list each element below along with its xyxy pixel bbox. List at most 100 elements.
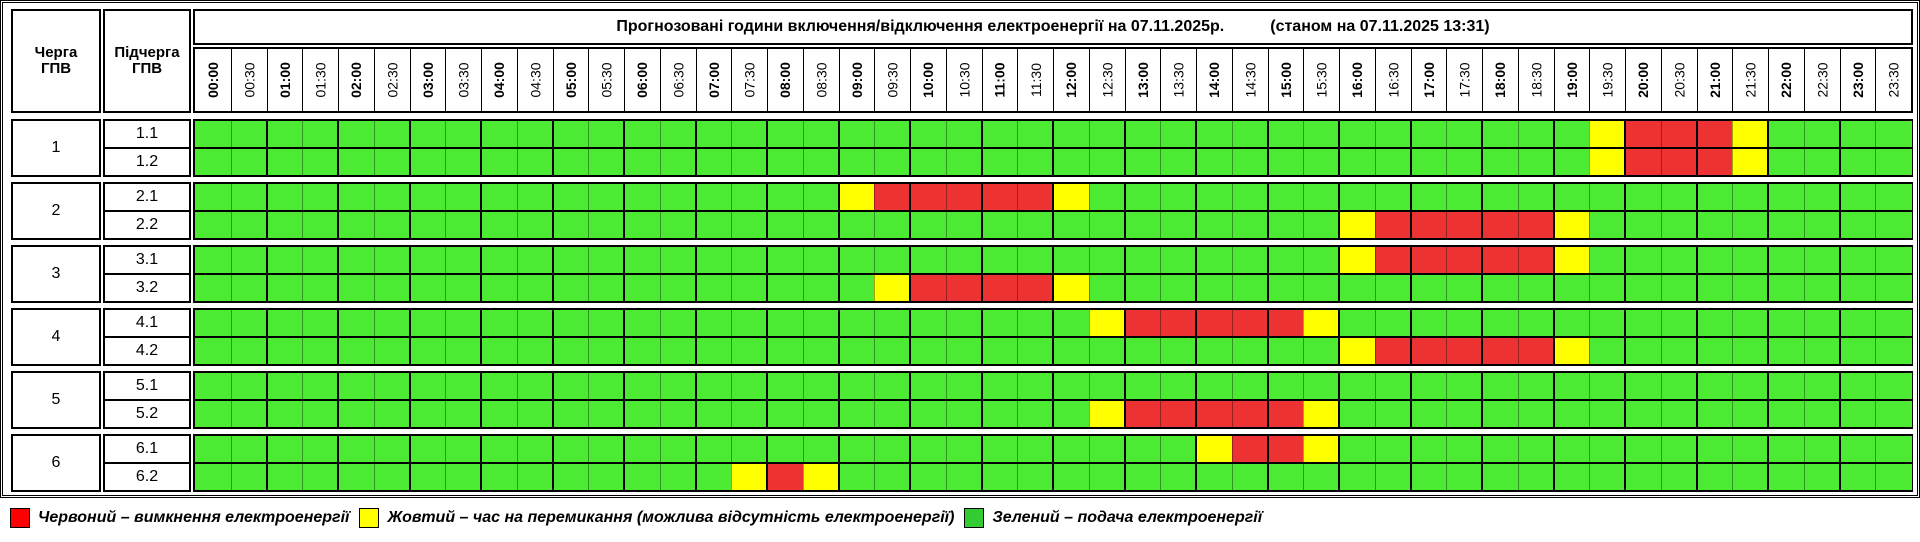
schedule-slot xyxy=(1231,184,1268,210)
schedule-slot xyxy=(1374,149,1411,175)
schedule-slot xyxy=(1839,121,1876,147)
schedule-slot xyxy=(1768,310,1805,336)
grid-line xyxy=(1374,184,1376,238)
grid-line xyxy=(1552,310,1555,364)
grid-line xyxy=(1374,436,1376,490)
grid-line xyxy=(766,373,768,427)
schedule-slot xyxy=(910,184,947,210)
schedule-slot xyxy=(516,436,553,462)
grid-line xyxy=(588,121,590,175)
schedule-slot xyxy=(802,184,839,210)
schedule-slot xyxy=(1482,212,1519,238)
schedule-slot xyxy=(1553,149,1590,175)
schedule-slot xyxy=(409,401,446,427)
schedule-slot xyxy=(1160,149,1197,175)
grid-line xyxy=(373,121,375,175)
schedule-slot xyxy=(266,373,303,399)
schedule-slot xyxy=(1768,149,1805,175)
schedule-slot xyxy=(1339,149,1376,175)
schedule-slot xyxy=(1088,436,1125,462)
time-label: 23:30 xyxy=(1885,62,1902,98)
schedule-slot xyxy=(481,310,518,336)
schedule-slot xyxy=(516,310,553,336)
schedule-slot xyxy=(1696,149,1733,175)
schedule-slot xyxy=(1839,275,1876,301)
schedule-slot xyxy=(552,121,589,147)
grid-line xyxy=(1195,184,1197,238)
schedule-slot xyxy=(1446,212,1483,238)
schedule-slot xyxy=(1339,310,1376,336)
time-header-cell: 21:00 xyxy=(1696,49,1733,111)
schedule-slot xyxy=(1517,247,1554,273)
schedule-slot xyxy=(910,338,947,364)
schedule-slot xyxy=(1088,401,1125,427)
schedule-slot xyxy=(1053,212,1090,238)
time-header-cell: 10:00 xyxy=(910,49,946,111)
grid-line xyxy=(1517,436,1519,490)
schedule-slot xyxy=(1660,436,1697,462)
schedule-slot xyxy=(373,310,410,336)
grid-line xyxy=(302,373,304,427)
schedule-slot xyxy=(516,212,553,238)
grid-line xyxy=(1017,436,1019,490)
schedule-slot xyxy=(1732,338,1769,364)
schedule-slot xyxy=(195,436,232,462)
schedule-slot xyxy=(1196,310,1233,336)
schedule-slot xyxy=(624,212,661,238)
schedule-slot xyxy=(1482,121,1519,147)
schedule-slot xyxy=(659,401,696,427)
schedule-slot xyxy=(481,464,518,490)
schedule-slot xyxy=(1696,373,1733,399)
grid-line xyxy=(1160,373,1162,427)
schedule-slot xyxy=(1267,401,1304,427)
schedule-slot xyxy=(1625,212,1662,238)
schedule-slot xyxy=(338,121,375,147)
legend: Червоний – вимкнення електроенергії Жовт… xyxy=(10,504,1272,532)
schedule-slot xyxy=(195,338,232,364)
schedule-slot xyxy=(624,373,661,399)
time-header-cell: 22:00 xyxy=(1768,49,1804,111)
grid-line xyxy=(1875,247,1877,301)
schedule-slot xyxy=(1410,149,1447,175)
schedule-slot xyxy=(302,373,339,399)
schedule-slot xyxy=(1875,121,1912,147)
schedule-slot xyxy=(1589,436,1626,462)
grid-line xyxy=(1803,436,1805,490)
schedule-slot xyxy=(552,464,589,490)
schedule-slot xyxy=(1625,184,1662,210)
time-label: 21:00 xyxy=(1706,62,1723,98)
grid-line xyxy=(1695,310,1698,364)
subqueue-label: 3.1 xyxy=(103,245,191,275)
time-header-cell: 16:00 xyxy=(1339,49,1375,111)
grid-line xyxy=(480,184,482,238)
schedule-slot xyxy=(1839,184,1876,210)
schedule-slot xyxy=(910,212,947,238)
schedule-slot xyxy=(1696,310,1733,336)
schedule-slot xyxy=(1839,436,1876,462)
schedule-slot xyxy=(445,275,482,301)
schedule-slot xyxy=(373,184,410,210)
grid-line xyxy=(1338,184,1340,238)
schedule-slot xyxy=(195,464,232,490)
schedule-slot xyxy=(1696,275,1733,301)
schedule-slot xyxy=(1696,212,1733,238)
schedule-slot xyxy=(1303,121,1340,147)
schedule-slot xyxy=(1017,401,1054,427)
schedule-slot xyxy=(373,212,410,238)
schedule-block xyxy=(193,308,1913,366)
grid-line xyxy=(337,310,339,364)
schedule-slot xyxy=(1589,149,1626,175)
schedule-slot xyxy=(230,338,267,364)
schedule-slot xyxy=(1446,436,1483,462)
schedule-slot xyxy=(373,401,410,427)
schedule-slot xyxy=(874,149,911,175)
schedule-slot xyxy=(588,338,625,364)
grid-line xyxy=(1446,121,1448,175)
schedule-slot xyxy=(910,149,947,175)
grid-line xyxy=(731,310,733,364)
time-label: 09:30 xyxy=(884,62,901,98)
schedule-slot xyxy=(1625,436,1662,462)
time-header-cell: 09:30 xyxy=(874,49,910,111)
grid-line xyxy=(1732,121,1734,175)
schedule-slot xyxy=(338,149,375,175)
